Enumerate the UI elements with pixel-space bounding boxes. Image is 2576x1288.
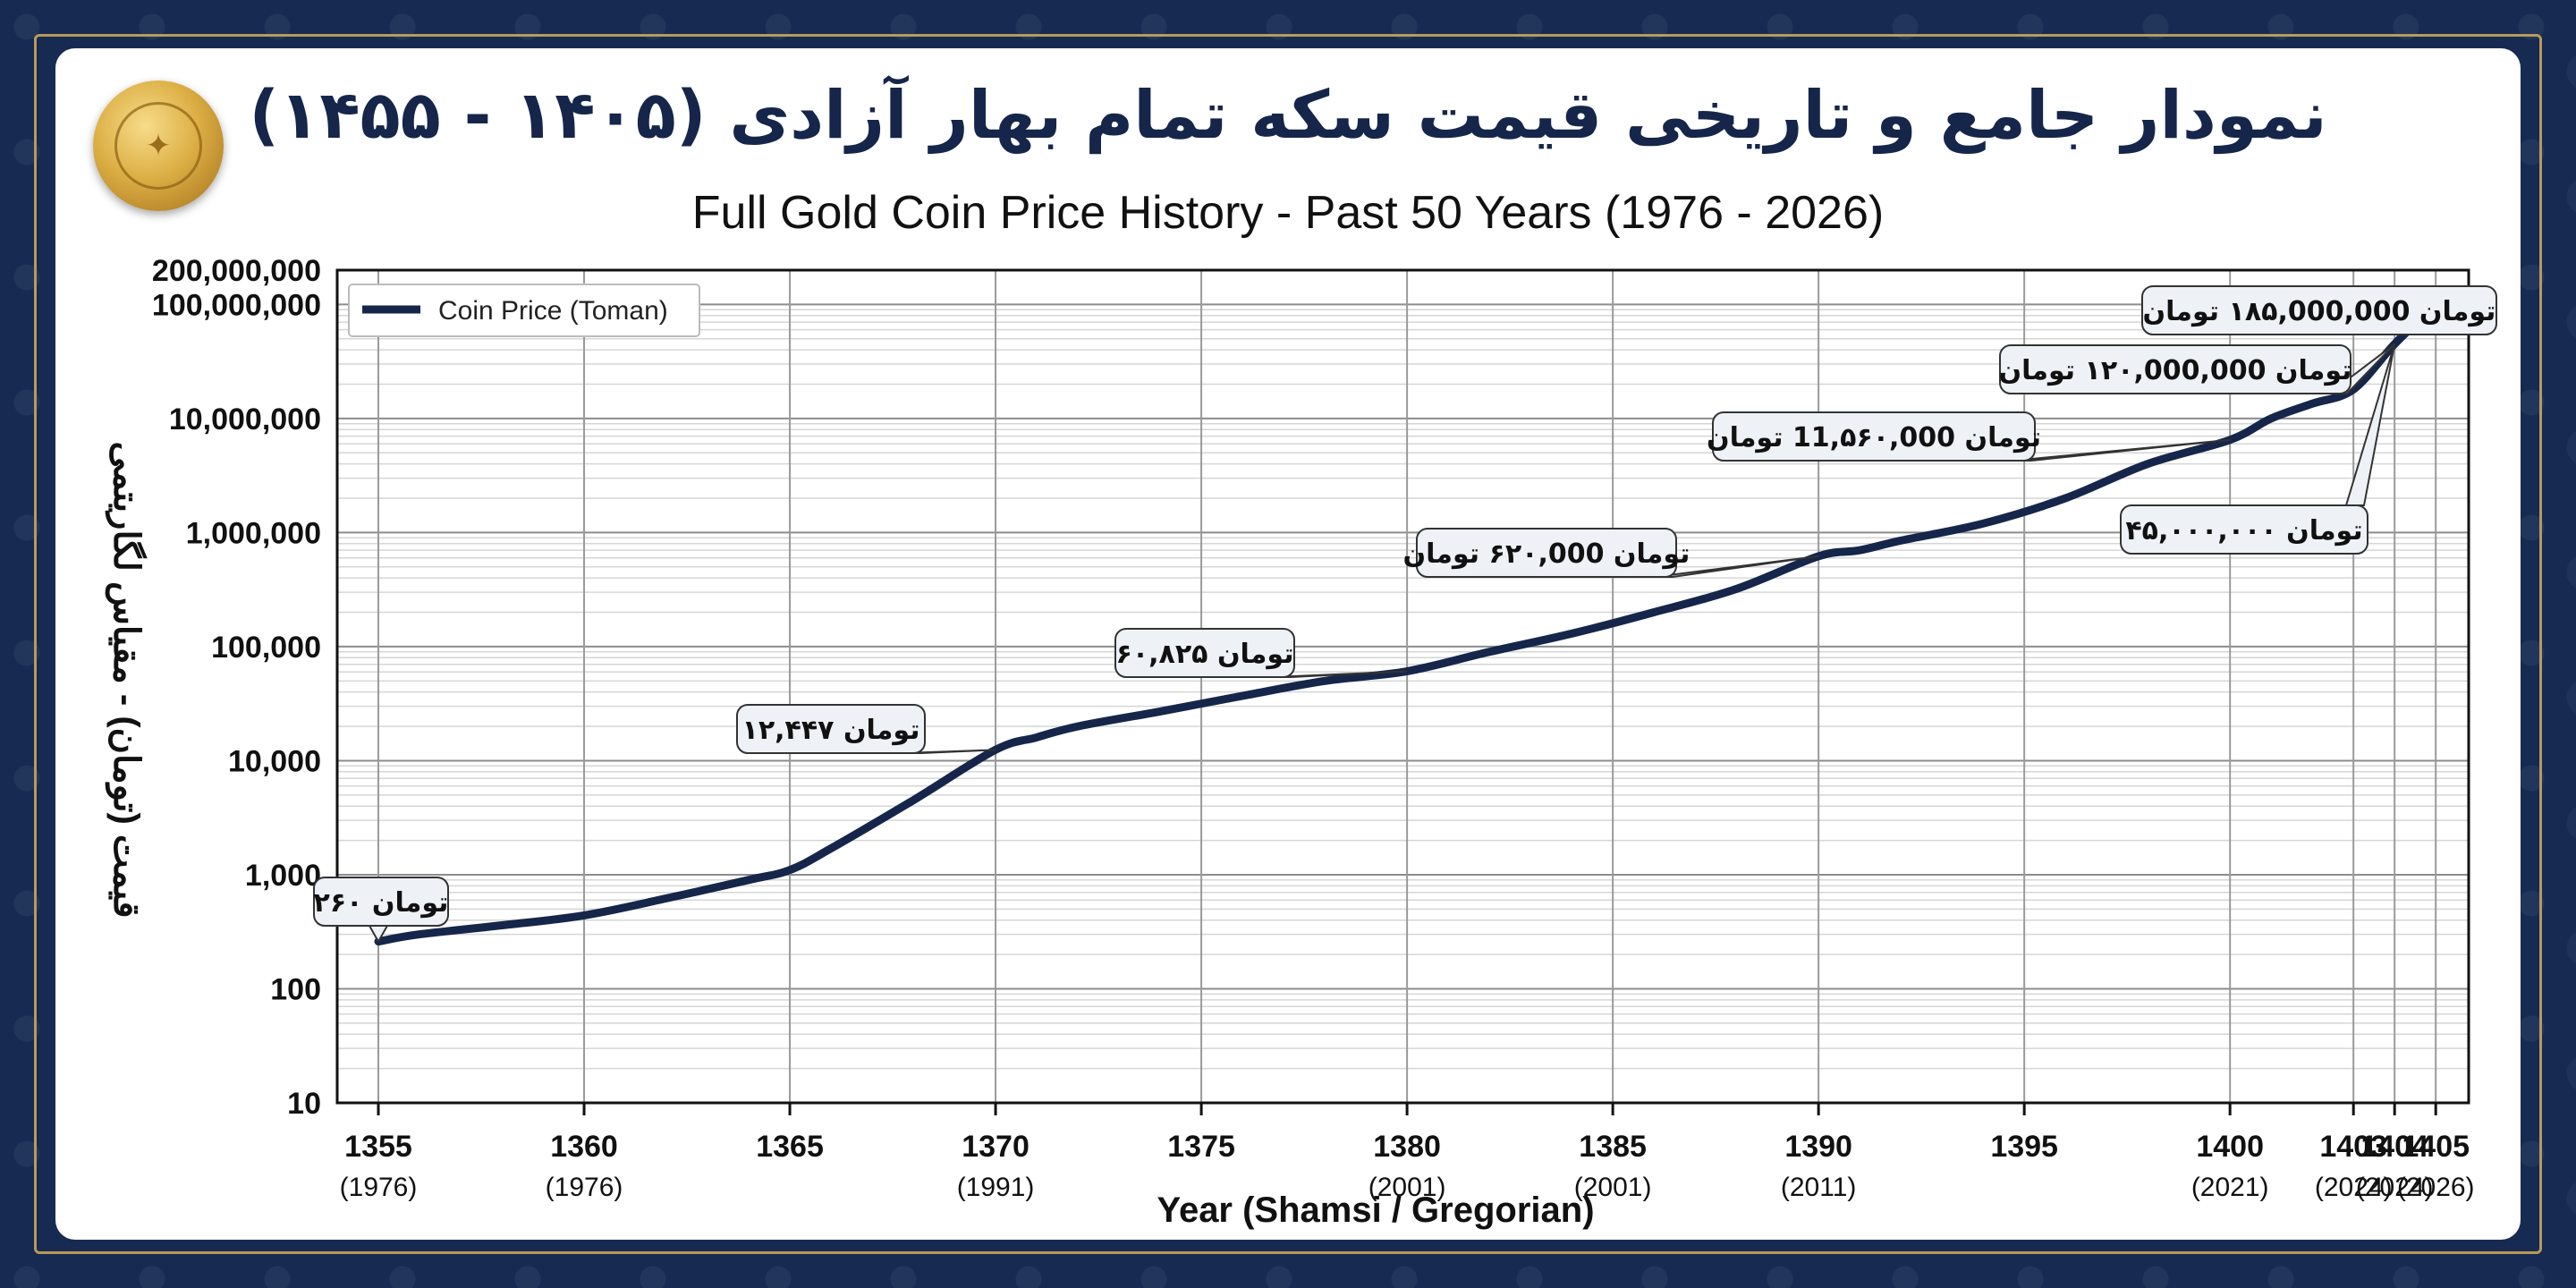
callout-label: ۶۰,۸۲۵ تومان — [1116, 639, 1294, 670]
coin-emblem-icon: ✦ — [114, 102, 202, 190]
callout-label: تومان ۴۵,۰۰۰,۰۰۰ — [2125, 515, 2362, 547]
x-tick-label: 1380 — [1373, 1130, 1441, 1164]
y-tick-label: 100,000 — [211, 631, 321, 665]
y-tick-label: 10,000,000 — [169, 402, 321, 436]
x-axis-title: Year (Shamsi / Gregorian) — [1157, 1191, 1594, 1230]
callout-box — [1114, 628, 1295, 678]
callout-label: تومان 11,۵۶۰,000 تومان — [1707, 422, 2041, 453]
y-axis-title: قیمت (تومان) - مقیاس لگاریتمی — [105, 442, 148, 919]
x-tick-label: 1370 — [962, 1130, 1030, 1164]
page-title-persian: نمودار جامع و تاریخی قیمت سکه تمام بهار … — [249, 77, 2327, 154]
y-tick-label: 100 — [270, 972, 321, 1006]
callout: تومان ۱۲۰,000,000 تومان — [1999, 343, 2395, 394]
y-axis-ticks: 10 100 1,000 10,000 100,000 1,000,000 10,000,0… — [152, 254, 321, 1121]
gold-coin-icon: ✦ — [93, 80, 224, 211]
x-tick-sublabel: (1991) — [957, 1173, 1035, 1202]
x-tick-sublabel: (2024) — [2315, 1173, 2393, 1202]
x-axis-ticks: 1355 (1976) 1360 (1976) 1365 1370 (1991) 1375 13… — [340, 1103, 2475, 1202]
callout: ۱۲,۴۴۷ تومان — [736, 704, 996, 754]
callout-label: ۱۲,۴۴۷ تومان — [742, 715, 920, 746]
callout-box — [2120, 504, 2368, 555]
callout-box — [1416, 528, 1677, 578]
y-tick-label: 1,000 — [245, 859, 321, 893]
callout-label: ۲۶۰ تومان — [314, 887, 449, 919]
x-tick-sublabel: (2024) — [2356, 1173, 2434, 1202]
x-tick-sublabel: (2001) — [1368, 1173, 1446, 1202]
x-tick-label: 1405 — [2402, 1130, 2470, 1164]
x-tick-label: 1385 — [1579, 1130, 1647, 1164]
series-line-coin-price — [374, 300, 2440, 946]
gold-frame — [34, 34, 2542, 1254]
x-tick-sublabel: (1976) — [340, 1173, 418, 1202]
x-tick-sublabel: (2026) — [2397, 1173, 2475, 1202]
x-tick-label: 1360 — [550, 1130, 618, 1164]
plot-area-border — [335, 268, 2470, 1105]
x-tick-sublabel: (2011) — [1781, 1173, 1857, 1202]
callout: ۲۶۰ تومان — [313, 877, 449, 944]
x-tick-label: 1390 — [1784, 1130, 1852, 1164]
x-tick-sublabel: (2021) — [2191, 1173, 2269, 1202]
callout: تومان ۶۲۰,000 تومان — [1403, 528, 1819, 578]
y-tick-label: 200,000,000 — [152, 254, 321, 288]
callout-box — [1712, 411, 2036, 462]
x-tick-sublabel: (1976) — [546, 1173, 623, 1202]
callout-box — [313, 877, 449, 927]
callout-box — [2141, 285, 2497, 335]
x-tick-label: 1375 — [1167, 1130, 1235, 1164]
callout-box — [1999, 344, 2351, 394]
chart-grid — [337, 269, 2469, 1104]
callout-label: تومان ۱۲۰,000,000 تومان — [1999, 355, 2352, 386]
callout: تومان ۱۸۵,000,000 تومان — [2141, 285, 2497, 335]
callout-box — [736, 704, 926, 754]
x-tick-label: 1403 — [2319, 1130, 2387, 1164]
x-tick-label: 1404 — [2360, 1130, 2428, 1164]
legend-label: Coin Price (Toman) — [438, 296, 668, 326]
callout: تومان 11,۵۶۰,000 تومان — [1707, 411, 2231, 462]
annotation-callouts: ۲۶۰ تومان ۱۲,۴۴۷ تومان ۶۰,۸۲۵ تومان تومان ۶… — [313, 285, 2497, 944]
callout: تومان ۴۵,۰۰۰,۰۰۰ — [2120, 343, 2396, 555]
x-tick-label: 1355 — [344, 1130, 412, 1164]
legend-box — [348, 284, 700, 337]
callout-label: تومان ۱۸۵,000,000 تومان — [2143, 296, 2496, 327]
y-tick-label: 1,000,000 — [186, 516, 321, 550]
x-tick-sublabel: (2001) — [1574, 1173, 1652, 1202]
callout: ۶۰,۸۲۵ تومان — [1114, 628, 1408, 678]
y-tick-label: 10,000 — [228, 744, 321, 778]
page-title-english: Full Gold Coin Price History - Past 50 Y… — [691, 187, 1885, 239]
x-tick-label: 1395 — [1990, 1130, 2058, 1164]
callout-label: تومان ۶۲۰,000 تومان — [1403, 538, 1690, 570]
y-tick-label: 100,000,000 — [152, 288, 321, 322]
legend: Coin Price (Toman) — [348, 284, 700, 337]
x-tick-label: 1365 — [756, 1130, 824, 1164]
x-tick-label: 1400 — [2196, 1130, 2264, 1164]
y-tick-label: 10 — [287, 1087, 321, 1121]
